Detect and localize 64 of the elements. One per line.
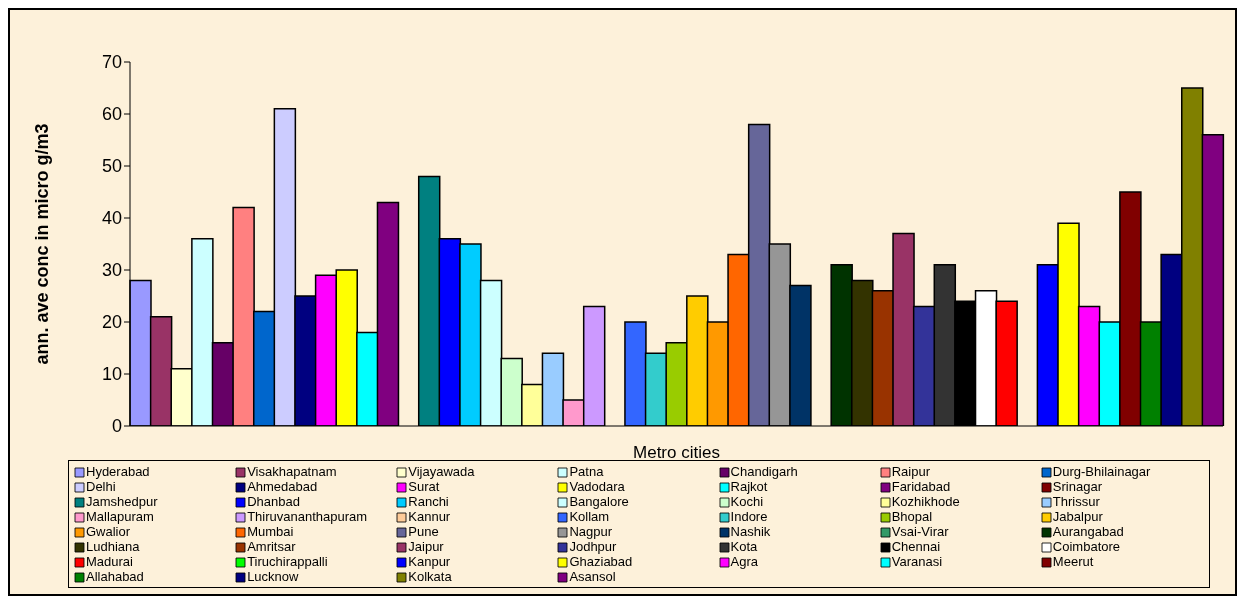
legend-label: Allahabad	[86, 569, 144, 584]
legend-label: Raipur	[891, 464, 930, 479]
chart-frame: Hyderabad Visakhapatnam Vijayawada Patna Chandigarh Raipur Durg-Bhilainagar Delhi Ahmedabad Surat Vadodara Rajkot Faridabad Srinagar Jamshedpur Dhanbad Ranchi Bangalore Kochi Kozhikhode Thrissur Mallapuram Thiruvananthapuram Kannur Kollam Indore Bhopal Jabalpur Gwalior Mumbai Pune Nagpur Nashik Vsai-Virar Aurangabad Ludhiana Amritsar Jaipur Jodhpur Kota Chennai Coimbatore Madurai Tiruchirappalli Kanpur Ghaziabad Agra Varanasi Meerut Allahabad Lucknow Kolkata Asansol ann. ave conc in micro g/m3 Metro cities 0 10 20 30 40 50 60 70	[8, 8, 1237, 596]
y-axis-title: ann. ave conc in micro g/m3	[32, 123, 52, 365]
legend-label: Nagpur	[569, 524, 613, 539]
y-tick-label: 50	[101, 156, 122, 177]
x-axis-title: Metro cities	[633, 443, 720, 462]
legend-label: Kozhikhode	[891, 494, 960, 509]
legend-label: Kota	[730, 539, 758, 554]
legend-label: Visakhapatnam	[247, 464, 337, 479]
legend-label: Kannur	[408, 509, 451, 524]
y-tick-label: 70	[101, 52, 122, 73]
legend-label: Kanpur	[408, 554, 451, 569]
y-tick-label: 30	[101, 260, 122, 281]
legend-label: Chandigarh	[730, 464, 798, 479]
y-tick-label: 40	[101, 208, 122, 229]
legend-label: Nashik	[730, 524, 771, 539]
legend-label: Lucknow	[247, 569, 299, 584]
legend-label: Vadodara	[569, 479, 625, 494]
legend-label: Thiruvananthapuram	[247, 509, 368, 524]
legend-label: Amritsar	[247, 539, 296, 554]
legend-label: Ranchi	[408, 494, 449, 509]
y-tick-label: 10	[101, 364, 122, 385]
legend-label: Vijayawada	[408, 464, 475, 479]
legend-label: Kolkata	[408, 569, 452, 584]
legend-label: Durg-Bhilainagar	[1052, 464, 1151, 479]
legend-label: Tiruchirappalli	[247, 554, 328, 569]
legend-label: Chennai	[891, 539, 941, 554]
legend-label: Ludhiana	[86, 539, 140, 554]
legend-label: Jaipur	[408, 539, 444, 554]
legend-label: Indore	[730, 509, 768, 524]
y-tick-label: 20	[101, 312, 122, 333]
legend-label: Faridabad	[891, 479, 951, 494]
legend-label: Surat	[408, 479, 440, 494]
legend-label: Jabalpur	[1052, 509, 1103, 524]
legend-label: Pune	[408, 524, 439, 539]
legend-label: Coimbatore	[1052, 539, 1121, 554]
legend-label: Vsai-Virar	[891, 524, 949, 539]
legend-label: Bangalore	[569, 494, 629, 509]
legend-label: Jodhpur	[569, 539, 617, 554]
legend-label: Agra	[730, 554, 759, 569]
legend-label: Patna	[569, 464, 604, 479]
legend-label: Varanasi	[891, 554, 943, 569]
legend-label: Kochi	[730, 494, 764, 509]
y-tick-label: 60	[101, 104, 122, 125]
legend-label: Kollam	[569, 509, 610, 524]
legend-label: Hyderabad	[86, 464, 150, 479]
legend-label: Meerut	[1052, 554, 1094, 569]
legend-label: Asansol	[569, 569, 616, 584]
legend-label: Madurai	[86, 554, 133, 569]
y-tick-label: 0	[111, 416, 122, 437]
legend-label: Ahmedabad	[247, 479, 318, 494]
legend-label: Thrissur	[1052, 494, 1100, 509]
legend-label: Mallapuram	[86, 509, 154, 524]
legend-label: Bhopal	[891, 509, 933, 524]
legend-label: Ghaziabad	[569, 554, 633, 569]
legend-label: Rajkot	[730, 479, 768, 494]
legend-label: Mumbai	[247, 524, 294, 539]
legend-label: Dhanbad	[247, 494, 300, 509]
legend-label: Delhi	[86, 479, 116, 494]
legend-label: Jamshedpur	[86, 494, 158, 509]
legend-label: Srinagar	[1052, 479, 1102, 494]
legend-label: Aurangabad	[1052, 524, 1124, 539]
legend-label: Gwalior	[86, 524, 131, 539]
